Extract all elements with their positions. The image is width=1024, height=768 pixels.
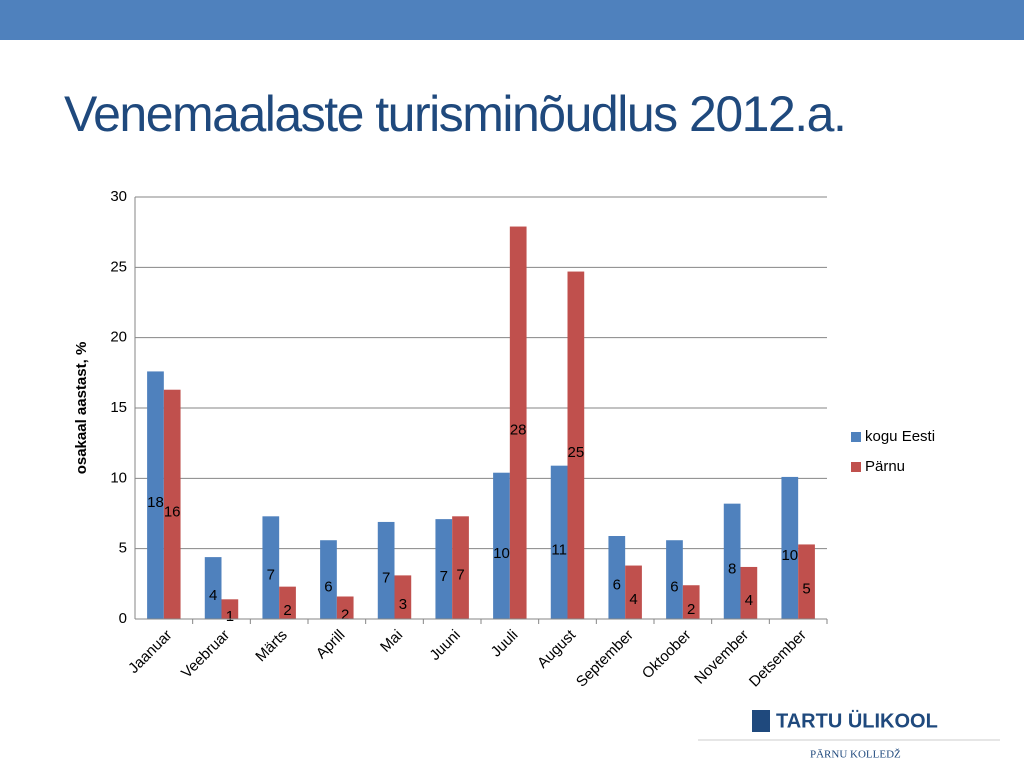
logo-icon: [752, 710, 770, 732]
bar: [320, 540, 337, 619]
logo: TARTU ÜLIKOOL PÄRNU KOLLEDŽ: [698, 709, 1000, 761]
bar: [221, 599, 239, 619]
value-label: 25: [568, 444, 585, 461]
y-axis-label: osakaal aastast, %: [73, 342, 90, 475]
value-label: 10: [493, 545, 510, 562]
bar: [625, 565, 642, 619]
bar: [394, 575, 412, 619]
y-tick-label: 15: [110, 399, 127, 416]
bar: [435, 519, 453, 619]
x-tick-label: September: [573, 627, 637, 691]
y-tick-label: 25: [110, 258, 127, 275]
value-label: 6: [670, 579, 678, 596]
value-label: 4: [629, 591, 637, 608]
y-tick-label: 0: [119, 610, 127, 627]
value-label: 7: [267, 567, 275, 584]
bar: [740, 566, 758, 619]
y-tick-label: 10: [110, 469, 127, 486]
value-label: 4: [745, 592, 753, 609]
value-label: 7: [456, 567, 464, 584]
bar: [262, 516, 280, 619]
x-tick-label: Märts: [252, 627, 291, 666]
value-label: 6: [324, 579, 332, 596]
logo-name: TARTU ÜLIKOOL: [776, 709, 938, 732]
value-label: 2: [283, 602, 291, 619]
bar: [550, 465, 568, 619]
x-tick-label: Juuni: [426, 627, 463, 664]
value-label: 28: [510, 422, 527, 439]
legend-swatch: [851, 462, 861, 472]
bar: [452, 516, 469, 619]
bar: [163, 389, 181, 619]
x-tick-label: Juuli: [488, 627, 522, 661]
value-label: 6: [613, 576, 621, 593]
legend-label: Pärnu: [865, 458, 905, 475]
bar: [608, 536, 626, 619]
bar: [723, 503, 741, 619]
bar: [798, 544, 815, 619]
x-tick-label: August: [534, 626, 580, 672]
logo-subtitle: PÄRNU KOLLEDŽ: [810, 749, 901, 761]
x-tick-label: Aprill: [313, 627, 349, 663]
bar: [279, 586, 296, 619]
value-label: 7: [382, 569, 390, 586]
y-tick-label: 30: [110, 188, 127, 205]
value-label: 3: [399, 596, 407, 613]
bar: [204, 557, 222, 619]
value-label: 8: [728, 560, 736, 577]
value-label: 18: [147, 494, 164, 511]
legend-label: kogu Eesti: [865, 428, 935, 445]
value-label: 5: [802, 581, 810, 598]
value-label: 16: [164, 503, 181, 520]
value-label: 1: [226, 608, 234, 625]
x-tick-label: Oktoober: [639, 627, 695, 683]
bar: [493, 472, 510, 619]
bar: [509, 226, 527, 620]
y-tick-label: 20: [110, 329, 127, 346]
value-label: 11: [551, 541, 567, 558]
y-tick-label: 5: [119, 540, 127, 557]
legend-swatch: [851, 432, 861, 442]
x-tick-label: Veebruar: [178, 627, 233, 682]
bar: [666, 540, 683, 619]
bar: [781, 476, 799, 619]
x-tick-label: Mai: [377, 627, 406, 656]
slide-title: Venemaalaste turisminõudlus 2012.a.: [64, 86, 845, 142]
x-tick-label: November: [691, 627, 752, 688]
value-label: 2: [341, 607, 349, 624]
value-label: 2: [687, 601, 695, 618]
x-tick-label: Jaanuar: [125, 627, 175, 677]
bar: [377, 521, 395, 619]
value-label: 4: [209, 587, 217, 604]
bar: [336, 596, 354, 619]
top-band: [0, 0, 1024, 40]
value-label: 7: [440, 568, 448, 585]
x-tick-label: Detsember: [746, 627, 810, 691]
bar: [147, 371, 164, 619]
value-label: 10: [781, 547, 798, 564]
bar: [567, 271, 585, 619]
bar: [682, 585, 700, 619]
